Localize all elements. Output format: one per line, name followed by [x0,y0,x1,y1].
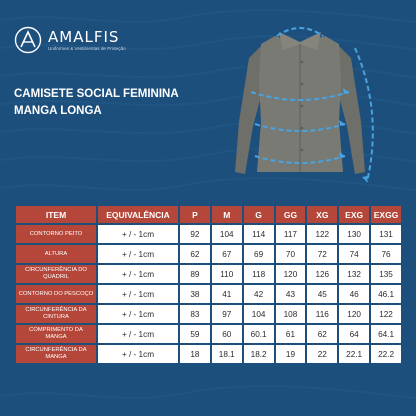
row-cell: 64 [339,325,370,343]
row-cell: 122 [371,305,401,323]
table-row: CIRCUNFERÊNCIA DO QUADRIL + / - 1cm 89 1… [16,265,401,283]
row-cell: 110 [211,265,242,283]
brand-name: AMALFIS [48,28,120,46]
header-size-p: P [180,206,210,223]
row-cell: 42 [243,285,274,303]
row-item-label: CIRCUNFERÊNCIA DO QUADRIL [16,265,96,283]
row-cell: 122 [307,225,338,243]
shirt-collar [279,32,321,50]
row-cell: 83 [180,305,210,323]
row-cell: 46 [339,285,370,303]
row-cell: 38 [180,285,210,303]
row-cell: 116 [307,305,338,323]
header-size-g: G [243,206,274,223]
row-cell: 117 [275,225,306,243]
header-size-m: M [211,206,242,223]
row-cell: 126 [307,265,338,283]
product-title-line2: MANGA LONGA [14,105,102,117]
row-cell: 70 [275,245,306,263]
right-sleeve [335,44,365,174]
left-sleeve [235,44,265,174]
product-title-line1: CAMISETE SOCIAL FEMININA [14,88,179,100]
row-cell: 41 [211,285,242,303]
row-cell: 69 [243,245,274,263]
row-equivalence: + / - 1cm [98,245,178,263]
row-item-label: CONTORNO DO PESCOÇO [16,285,96,303]
row-cell: 22 [307,345,338,363]
row-cell: 19 [275,345,306,363]
row-cell: 67 [211,245,242,263]
table-row: ALTURA + / - 1cm 62 67 69 70 72 74 76 [16,245,401,263]
row-cell: 120 [339,305,370,323]
logo-mark-icon [14,26,42,54]
row-cell: 22.1 [339,345,370,363]
row-cell: 118 [243,265,274,283]
row-item-label: CONTORNO PEITO [16,225,96,243]
row-item-label: CIRCUNFERÊNCIA DA CINTURA [16,305,96,323]
row-equivalence: + / - 1cm [98,345,178,363]
shirt-illustration [235,27,374,183]
row-cell: 61 [275,325,306,343]
sleeve-arrow [354,47,374,183]
header-item: ITEM [16,206,96,223]
header-size-exgg: EXGG [371,206,401,223]
row-cell: 104 [211,225,242,243]
table-row: CONTORNO PEITO + / - 1cm 92 104 114 117 … [16,225,401,243]
header-size-xg: XG [307,206,338,223]
row-cell: 120 [275,265,306,283]
row-item-label: ALTURA [16,245,96,263]
row-cell: 74 [339,245,370,263]
row-cell: 104 [243,305,274,323]
row-cell: 43 [275,285,306,303]
row-item-label: CIRCUNFERÊNCIA DA MANGA [16,345,96,363]
row-cell: 135 [371,265,401,283]
row-equivalence: + / - 1cm [98,285,178,303]
row-cell: 46.1 [371,285,401,303]
row-cell: 18 [180,345,210,363]
header-size-gg: GG [275,206,306,223]
row-cell: 60 [211,325,242,343]
row-cell: 131 [371,225,401,243]
neck-arrow [276,27,324,37]
row-equivalence: + / - 1cm [98,305,178,323]
row-cell: 62 [307,325,338,343]
row-cell: 60.1 [243,325,274,343]
row-cell: 130 [339,225,370,243]
row-cell: 108 [275,305,306,323]
row-cell: 132 [339,265,370,283]
chest-arrow [250,91,350,101]
waist-arrow [254,123,346,132]
row-cell: 18.1 [211,345,242,363]
row-cell: 18.2 [243,345,274,363]
row-cell: 62 [180,245,210,263]
row-cell: 89 [180,265,210,283]
row-cell: 22.2 [371,345,401,363]
hip-arrow [254,155,346,164]
size-table: ITEM EQUIVALÊNCIA P M G GG XG EXG EXGG C… [14,204,403,365]
row-item-label: COMPRIMENTO DA MANGA [16,325,96,343]
row-equivalence: + / - 1cm [98,265,178,283]
row-equivalence: + / - 1cm [98,225,178,243]
size-table-header: ITEM EQUIVALÊNCIA P M G GG XG EXG EXGG [16,206,401,223]
header-size-exg: EXG [339,206,370,223]
row-cell: 64.1 [371,325,401,343]
row-equivalence: + / - 1cm [98,325,178,343]
table-row: CONTORNO DO PESCOÇO + / - 1cm 38 41 42 4… [16,285,401,303]
table-row: COMPRIMENTO DA MANGA + / - 1cm 59 60 60.… [16,325,401,343]
row-cell: 76 [371,245,401,263]
row-cell: 45 [307,285,338,303]
table-row: CIRCUNFERÊNCIA DA MANGA + / - 1cm 18 18.… [16,345,401,363]
row-cell: 59 [180,325,210,343]
header-equivalence: EQUIVALÊNCIA [98,206,178,223]
brand-tagline: Uniformes & Vestimentas de Proteção [48,46,126,51]
brand-logo: AMALFIS Uniformes & Vestimentas de Prote… [14,26,174,58]
row-cell: 97 [211,305,242,323]
product-title: CAMISETE SOCIAL FEMININA MANGA LONGA [14,86,179,120]
row-cell: 72 [307,245,338,263]
row-cell: 114 [243,225,274,243]
row-cell: 92 [180,225,210,243]
table-row: CIRCUNFERÊNCIA DA CINTURA + / - 1cm 83 9… [16,305,401,323]
